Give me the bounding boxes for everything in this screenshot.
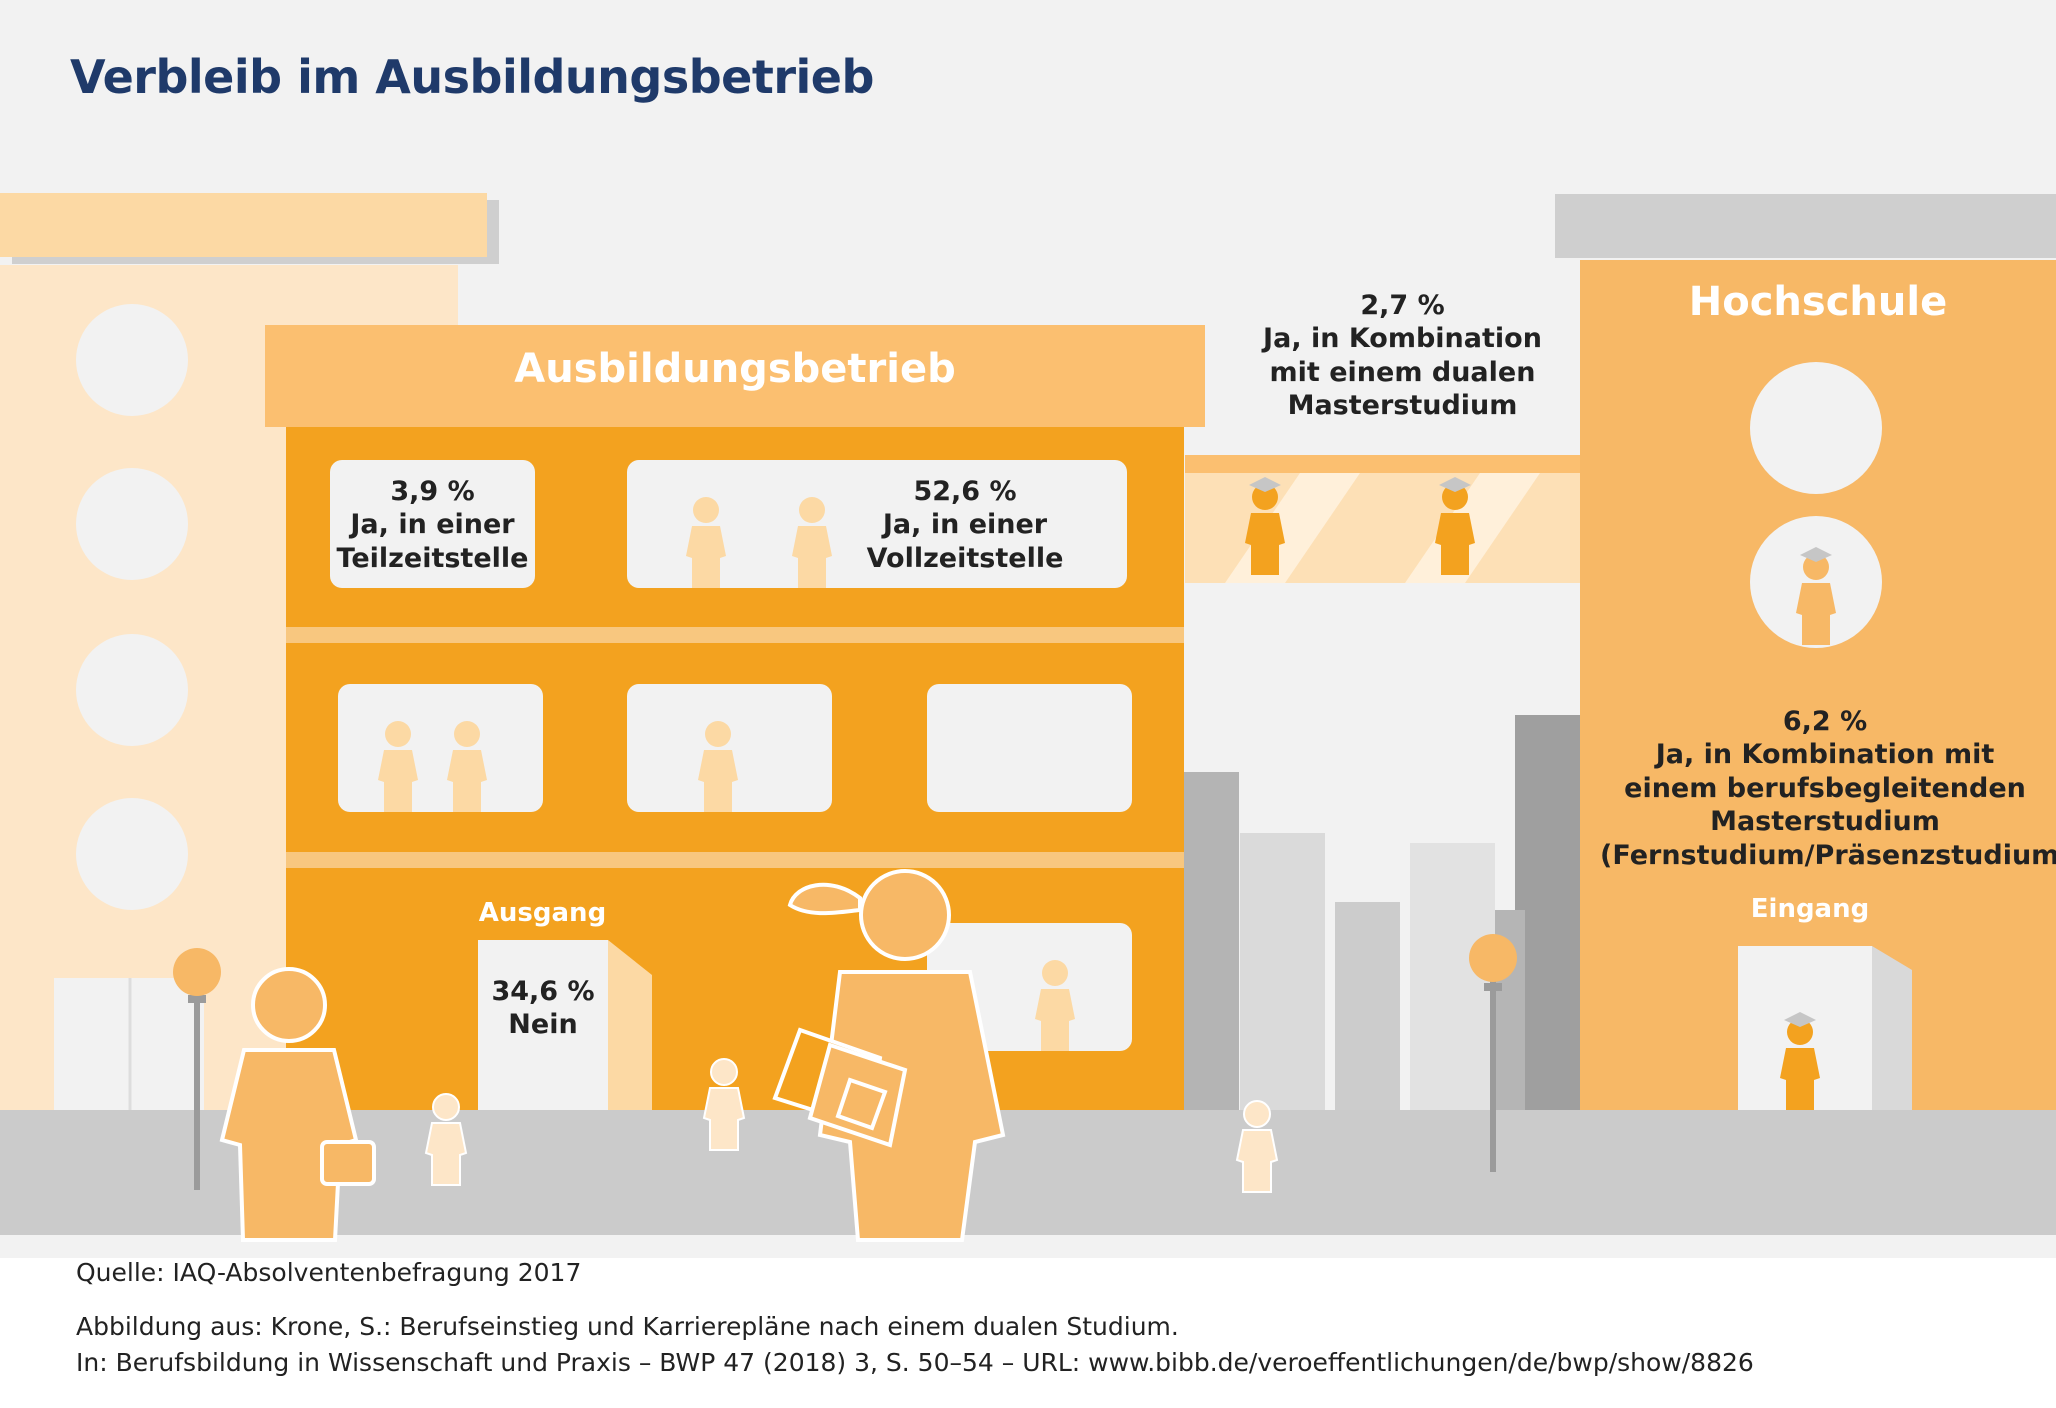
exit-door-opening	[478, 940, 608, 1122]
full-time-line2: Vollzeitstelle	[866, 542, 1064, 574]
no-text: Nein	[508, 1009, 578, 1041]
no-value: 34,6 %	[491, 976, 595, 1007]
footer-background	[0, 1258, 2056, 1408]
bridge	[1185, 455, 1580, 583]
extra-master-line1: Ja, in Kombination mit	[1655, 739, 1995, 771]
part-time-label: 3,9 % Ja, in einer Teilzeitstelle	[330, 475, 535, 575]
part-time-value: 3,9 %	[390, 476, 475, 507]
businessman-figure	[219, 967, 376, 1242]
extra-master-line2: einem berufsbegleitenden	[1624, 772, 2026, 804]
part-time-line2: Teilzeitstelle	[336, 542, 529, 574]
extra-master-line3: Masterstudium	[1710, 806, 1940, 838]
exit-sign: Ausgang	[478, 898, 607, 928]
woman-figure	[772, 869, 1006, 1242]
full-time-line1: Ja, in einer	[882, 509, 1048, 541]
extra-master-value: 6,2 %	[1782, 706, 1868, 737]
dual-master-line3: Masterstudium	[1287, 390, 1518, 422]
dual-master-value: 2,7 %	[1360, 290, 1445, 321]
company-sign: Ausbildungsbetrieb	[514, 346, 956, 392]
page-title: Verbleib im Ausbildungsbetrieb	[70, 50, 874, 104]
dual-master-label: 2,7 % Ja, in Kombination mit einem duale…	[1225, 289, 1580, 423]
part-time-line1: Ja, in einer	[350, 509, 515, 541]
extra-master-line4: (Fernstudium/Präsenzstudium)	[1600, 839, 2056, 871]
full-time-label: 52,6 % Ja, in einer Vollzeitstelle	[850, 475, 1080, 575]
dual-master-line2: mit einem dualen	[1269, 356, 1536, 388]
street-lamp-right	[1469, 934, 1517, 1172]
entrance-sign: Eingang	[1750, 894, 1870, 924]
citation-line-1: Abbildung aus: Krone, S.: Berufseinstieg…	[76, 1312, 1179, 1341]
citation-line-2: In: Berufsbildung in Wissenschaft und Pr…	[76, 1348, 1754, 1377]
no-label: 34,6 % Nein	[478, 975, 608, 1042]
dual-master-line1: Ja, in Kombination	[1263, 323, 1542, 355]
street-lamp-left	[173, 948, 221, 1190]
company-building	[265, 325, 1205, 1158]
university-building	[1555, 194, 2056, 1150]
university-sign: Hochschule	[1688, 279, 1948, 325]
source-line: Quelle: IAQ-Absolventenbefragung 2017	[76, 1258, 582, 1287]
extra-master-label: 6,2 % Ja, in Kombination mit einem beruf…	[1600, 705, 2056, 872]
full-time-value: 52,6 %	[913, 476, 1017, 507]
